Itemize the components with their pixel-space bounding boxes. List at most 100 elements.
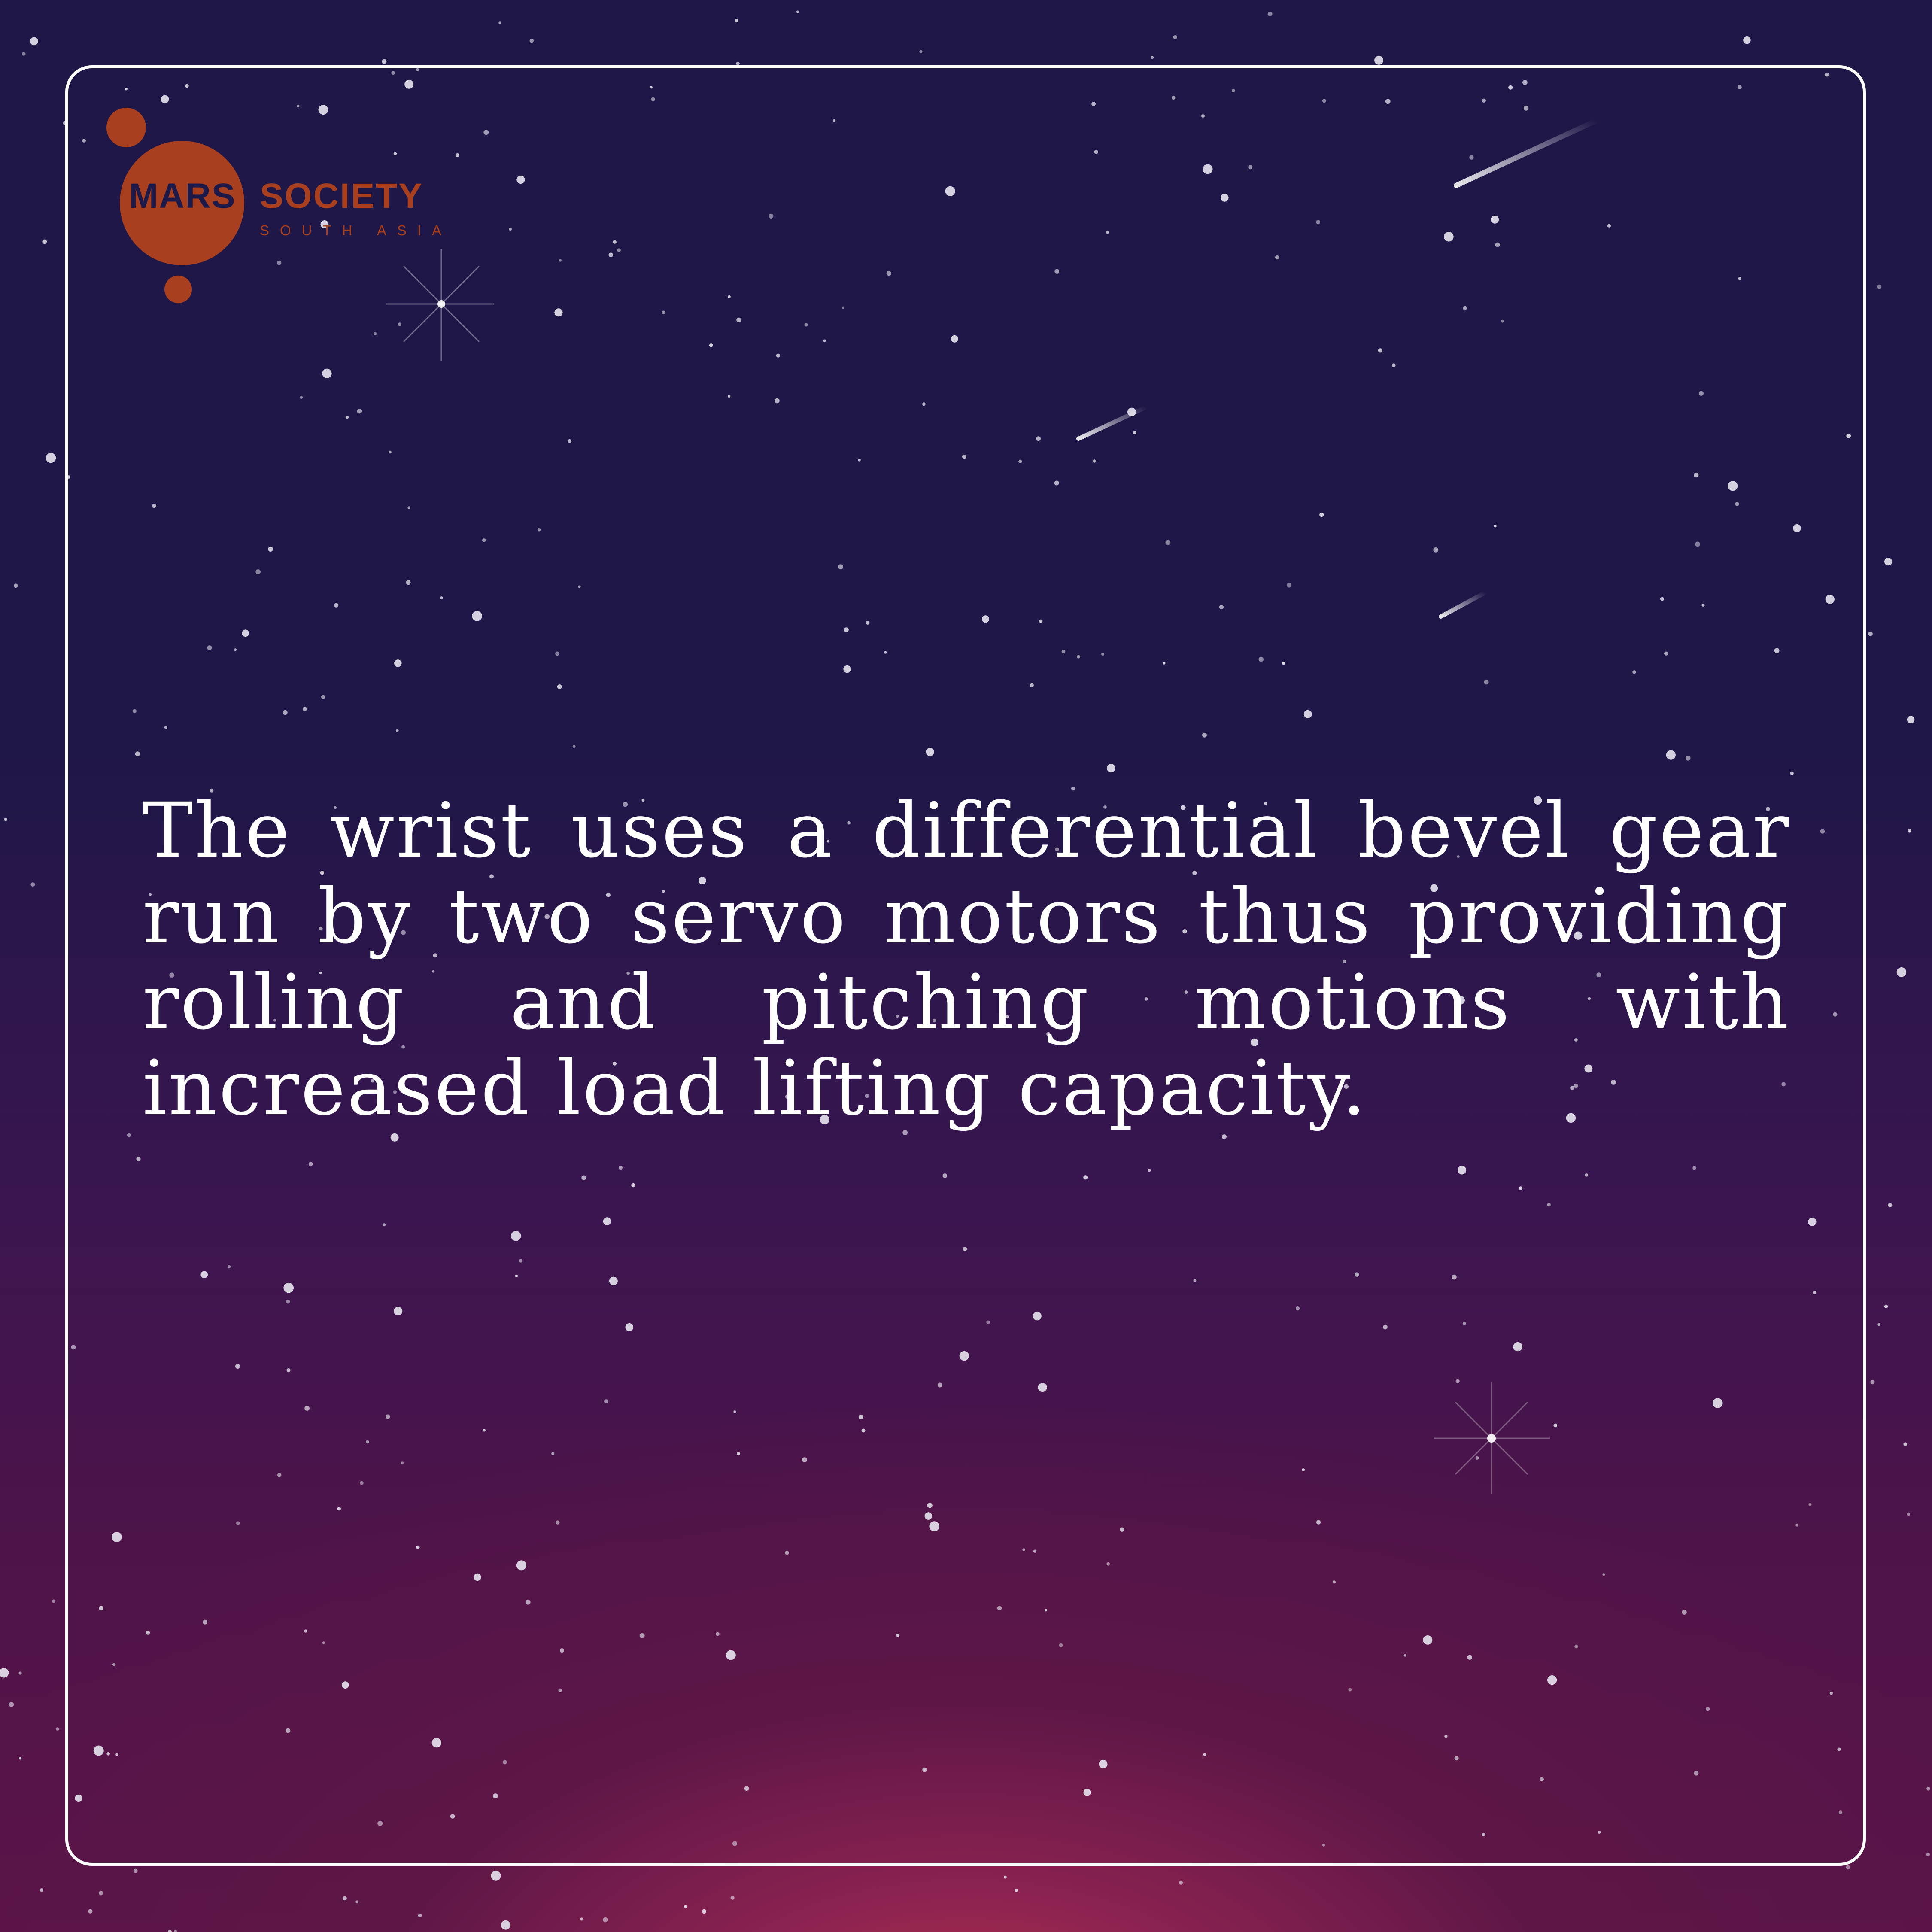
star-dot	[1319, 513, 1324, 517]
star-dot	[902, 1130, 908, 1136]
star-dot	[276, 260, 282, 265]
star-dot	[1221, 1134, 1227, 1139]
star-dot	[775, 398, 780, 404]
star-dot	[341, 1681, 349, 1689]
star-dot	[732, 1841, 737, 1846]
star-dot	[1232, 89, 1235, 93]
star-dot	[125, 87, 128, 91]
star-dot	[345, 416, 349, 419]
star-dot	[319, 927, 323, 931]
star-dot	[393, 152, 397, 155]
star-dot	[841, 306, 845, 309]
star-dot	[1467, 1655, 1473, 1660]
star-dot	[1005, 1015, 1009, 1019]
star-dot	[1547, 1203, 1551, 1206]
star-dot	[1585, 1173, 1588, 1177]
star-dot	[1695, 541, 1701, 547]
star-dot	[603, 1217, 611, 1225]
star-dot	[896, 1015, 899, 1018]
star-dot	[820, 1115, 829, 1124]
star-dot	[683, 928, 688, 933]
star-dot	[619, 1166, 623, 1170]
star-dot	[858, 1415, 863, 1419]
star-dot	[52, 1599, 55, 1603]
star-dot	[304, 1629, 307, 1633]
star-dot	[526, 1022, 530, 1027]
star-dot	[1101, 653, 1105, 656]
star-dot	[1179, 1880, 1183, 1885]
star-dot	[511, 1231, 521, 1241]
star-dot	[1846, 434, 1851, 438]
star-dot	[1808, 1503, 1812, 1506]
star-dot	[273, 1019, 276, 1022]
star-dot	[493, 1793, 498, 1798]
star-dot	[297, 105, 300, 108]
star-dot	[1781, 1082, 1786, 1087]
star-dot	[304, 1406, 310, 1411]
star-dot	[1332, 1580, 1336, 1584]
star-dot	[608, 252, 614, 258]
star-dot	[1602, 1573, 1605, 1576]
star-dot	[1018, 459, 1022, 463]
star-dot	[1094, 150, 1098, 154]
star-dot	[1833, 1012, 1838, 1017]
star-dot	[1190, 1083, 1195, 1088]
star-dot	[390, 1133, 399, 1142]
star-dot	[1342, 959, 1346, 963]
star-dot	[919, 50, 923, 53]
star-dot	[1344, 1084, 1349, 1089]
star-dot	[927, 1503, 933, 1508]
star-dot	[847, 821, 851, 825]
star-dot	[1475, 1456, 1479, 1460]
star-dot	[1173, 35, 1178, 39]
star-dot	[1163, 662, 1166, 665]
star-dot	[1455, 1379, 1460, 1383]
star-dot	[613, 1061, 617, 1066]
star-dot	[1522, 80, 1528, 85]
star-dot	[1692, 1166, 1696, 1170]
star-dot	[319, 971, 322, 975]
star-dot	[1508, 85, 1513, 90]
star-dot	[613, 240, 617, 244]
star-dot	[736, 61, 740, 65]
star-dot	[19, 1757, 22, 1760]
star-dot	[318, 105, 328, 115]
star-dot	[132, 709, 137, 713]
star-dot	[1148, 1169, 1151, 1172]
logo-tagline: SOUTH ASIA	[260, 222, 453, 238]
star-dot	[1091, 102, 1096, 106]
star-dot	[308, 1162, 313, 1166]
star-dot	[625, 1323, 634, 1331]
star-dot	[416, 1545, 420, 1549]
star-dot	[698, 877, 706, 884]
star-dot	[1462, 1322, 1466, 1325]
star-dot	[1547, 1675, 1557, 1685]
star-dot	[604, 1399, 608, 1403]
star-dot	[959, 1351, 969, 1361]
star-dot	[558, 1688, 562, 1692]
star-dot	[1495, 242, 1500, 247]
star-dot	[82, 139, 86, 143]
star-dot	[46, 453, 56, 463]
star-dot	[537, 528, 541, 532]
star-dot	[1250, 1038, 1258, 1046]
star-dot	[533, 908, 537, 912]
star-dot	[1574, 931, 1583, 940]
star-dot	[106, 1752, 110, 1756]
star-dot	[300, 396, 303, 399]
star-dot	[785, 1094, 790, 1099]
star-dot	[1501, 319, 1504, 323]
star-dot	[99, 1606, 104, 1611]
sparkle-star	[1434, 1382, 1550, 1494]
star-dot	[1598, 1831, 1601, 1834]
star-dot	[838, 564, 843, 570]
star-dot	[383, 1223, 386, 1227]
star-dot	[1003, 1875, 1007, 1879]
star-dot	[641, 799, 645, 802]
star-dot	[832, 119, 836, 122]
star-dot	[1903, 1442, 1908, 1446]
star-dot	[623, 802, 628, 807]
star-dot	[286, 1368, 291, 1373]
star-dot	[1701, 604, 1705, 607]
star-dot	[1099, 1759, 1108, 1768]
